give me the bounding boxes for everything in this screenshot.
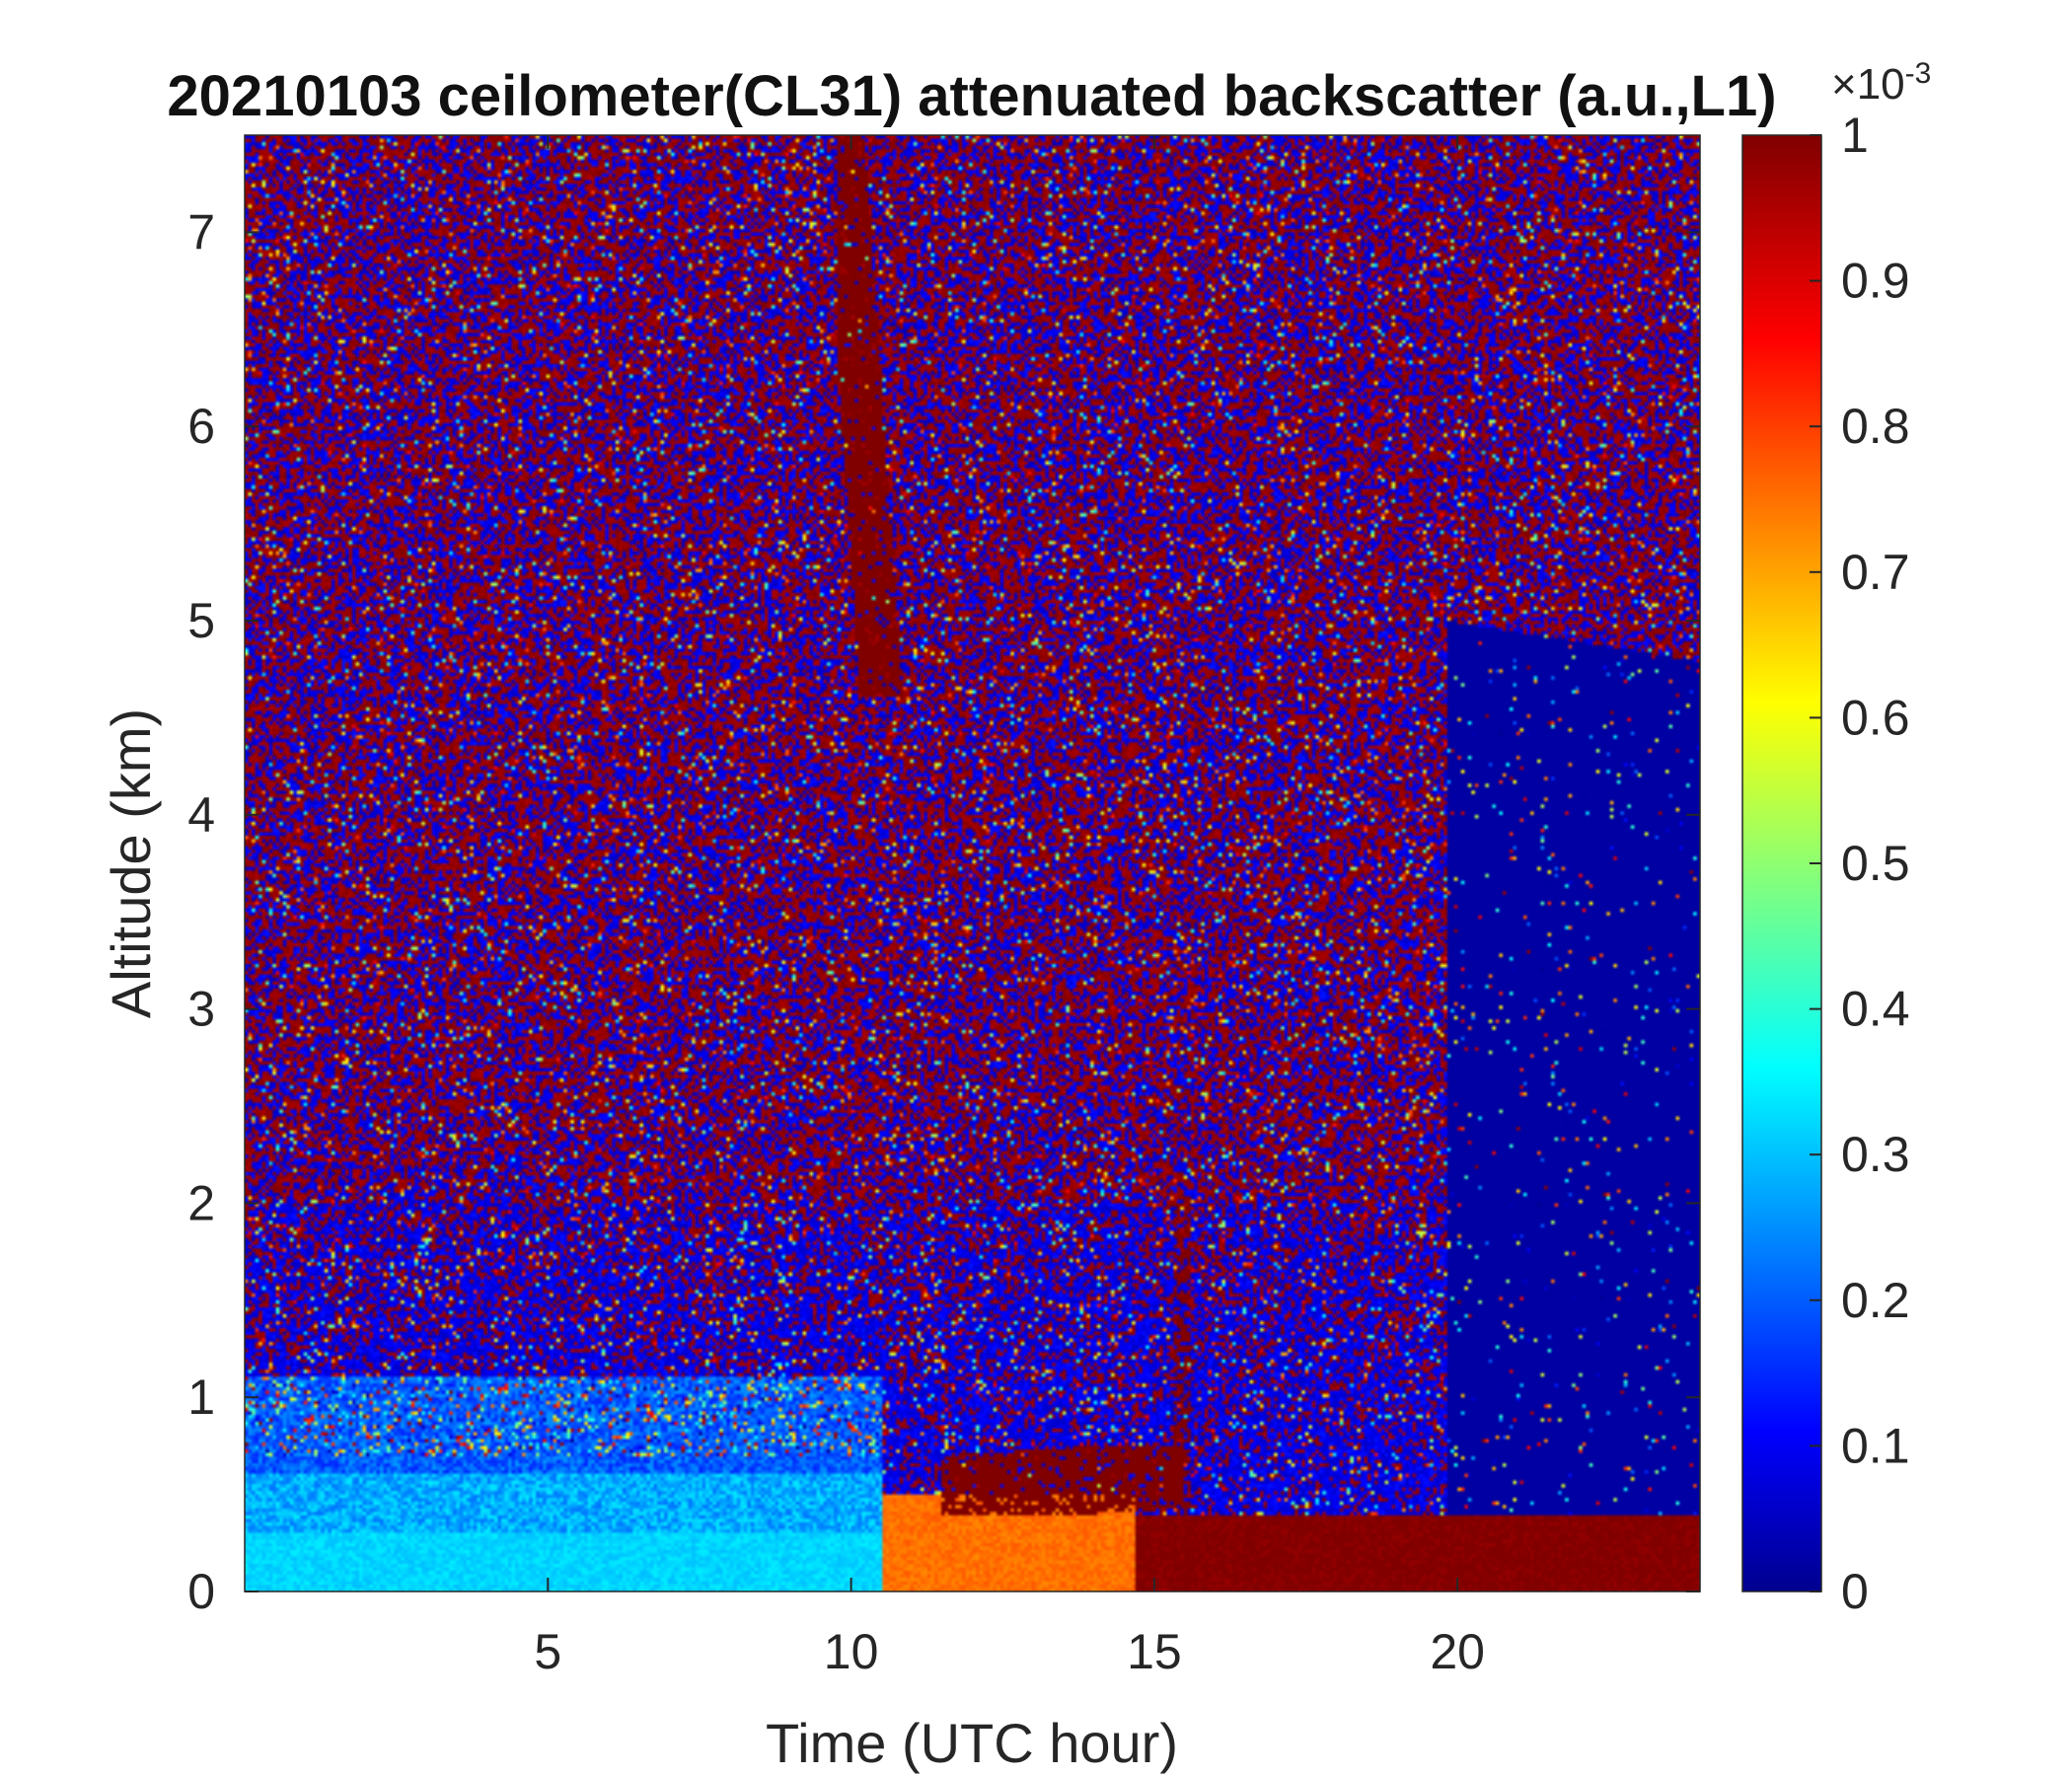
colorbar-gradient: [1741, 134, 1822, 1592]
plot-area: [244, 134, 1701, 1592]
y-axis-label: Altitude (km): [100, 708, 162, 1018]
colorbar-tick-label: 0.9: [1841, 254, 1910, 309]
x-tick-label: 20: [1430, 1624, 1485, 1679]
x-tick-label: 10: [824, 1624, 879, 1679]
x-axis: 5 10 15 20: [534, 135, 1485, 1679]
colorbar-tick-label: 0.2: [1841, 1273, 1910, 1328]
colorbar-tick-label: 0.5: [1841, 836, 1910, 891]
colorbar-tick-label: 0.1: [1841, 1418, 1910, 1473]
y-tick-label: 0: [187, 1564, 215, 1619]
colorbar: 0 0.1 0.2 0.3 0.4 0.5 0.6 0.7 0.8 0.9 1 ×10-3: [1741, 57, 1931, 1619]
x-tick-label: 5: [534, 1624, 561, 1679]
chart-title: 20210103 ceilometer(CL31) attenuated bac…: [167, 64, 1776, 128]
colorbar-tick-label: 0.7: [1841, 545, 1910, 600]
x-axis-label: Time (UTC hour): [766, 1712, 1178, 1774]
y-tick-label: 6: [187, 399, 215, 454]
colorbar-ticks: 0 0.1 0.2 0.3 0.4 0.5 0.6 0.7 0.8 0.9 1: [1810, 108, 1910, 1619]
plot-frame: [244, 134, 1701, 1592]
colorbar-tick-label: 0.4: [1841, 982, 1910, 1037]
colorbar-tick-label: 0.6: [1841, 690, 1910, 745]
colorbar-tick-label: 1: [1841, 108, 1869, 163]
colorbar-tick-label: 0.3: [1841, 1127, 1910, 1182]
y-tick-label: 2: [187, 1175, 215, 1230]
backscatter-heatmap: [245, 135, 1700, 1591]
y-tick-label: 3: [187, 982, 215, 1037]
y-tick-label: 5: [187, 593, 215, 648]
colorbar-tick-label: 0: [1841, 1564, 1869, 1619]
y-tick-label: 4: [187, 787, 215, 843]
y-tick-label: 1: [187, 1369, 215, 1425]
colorbar-exponent: ×10-3: [1831, 57, 1931, 109]
colorbar-exponent-base: ×10: [1831, 60, 1905, 109]
colorbar-tick-label: 0.8: [1841, 399, 1910, 454]
y-tick-label: 7: [187, 204, 215, 259]
x-tick-label: 15: [1127, 1624, 1182, 1679]
y-axis: 0 1 2 3 4 5 6 7: [187, 204, 1700, 1619]
colorbar-exponent-power: -3: [1905, 57, 1932, 90]
